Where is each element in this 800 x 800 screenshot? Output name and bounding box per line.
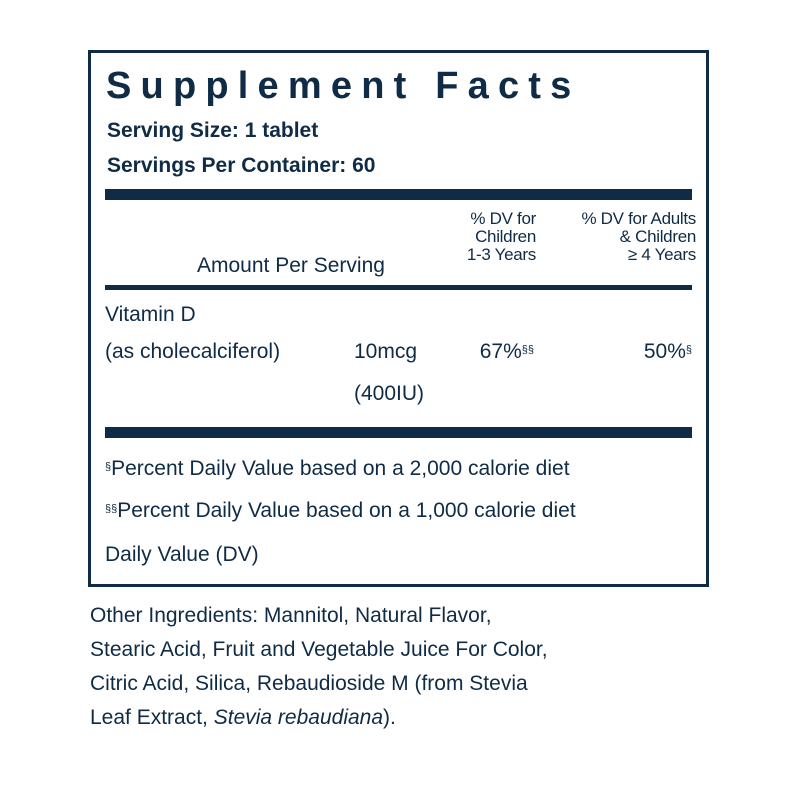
panel-title: Supplement Facts [106, 65, 581, 107]
amount-iu: (400IU) [353, 382, 424, 405]
footnote-2000: §Percent Daily Value based on a 2,000 ca… [105, 457, 570, 480]
serving-size: Serving Size: 1 tablet [107, 119, 319, 142]
footnote-mark: §§ [521, 344, 534, 356]
servings-per-container: Servings Per Container: 60 [107, 154, 376, 177]
dv-children-value: 67%§§ [479, 340, 534, 363]
nutrient-form: (as cholecalciferol) [105, 340, 281, 363]
other-ingredients-line: Citric Acid, Silica, Rebaudioside M (fro… [90, 672, 528, 695]
footnote-mark: § [685, 344, 692, 356]
other-ingredients: Other Ingredients: Mannitol, Natural Fla… [90, 599, 710, 735]
footnote-1000: §§Percent Daily Value based on a 1,000 c… [105, 499, 576, 522]
header-dv-children: % DV for Children 1-3 Years [466, 209, 536, 264]
supplement-facts-panel: Supplement Facts Serving Size: 1 tablet … [88, 50, 709, 587]
thick-divider-bottom [105, 427, 692, 438]
header-dv-adults: % DV for Adults & Children ≥ 4 Years [581, 209, 696, 264]
other-ingredients-line: Other Ingredients: Mannitol, Natural Fla… [90, 604, 492, 627]
dv-adults-value: 50%§ [643, 340, 692, 363]
amount-mcg: 10mcg [353, 340, 417, 363]
header-divider [105, 285, 692, 290]
footnote-daily-value: Daily Value (DV) [105, 543, 259, 566]
nutrient-name: Vitamin D [105, 303, 196, 326]
thick-divider-top [105, 189, 692, 200]
header-amount-per-serving: Amount Per Serving [197, 254, 385, 277]
other-ingredients-line: Leaf Extract, Stevia rebaudiana). [90, 706, 396, 729]
other-ingredients-line: Stearic Acid, Fruit and Vegetable Juice … [90, 638, 548, 661]
botanical-name: Stevia rebaudiana [213, 706, 384, 729]
